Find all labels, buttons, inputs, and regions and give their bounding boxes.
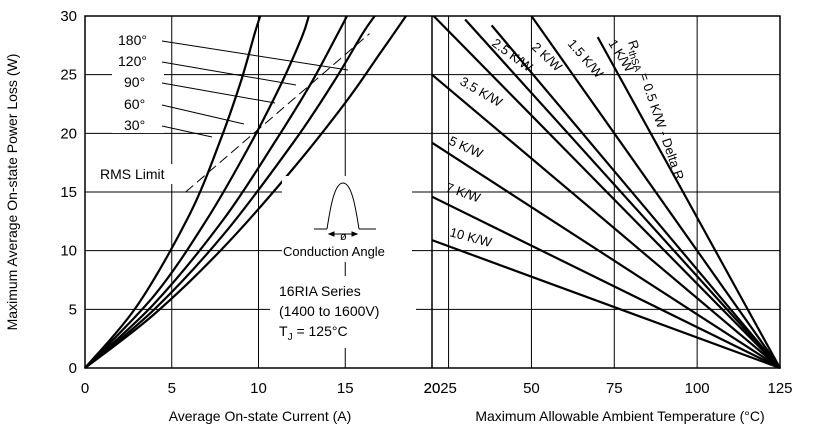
y-tick-30: 30 bbox=[60, 8, 77, 25]
x-tick-left-15: 15 bbox=[337, 380, 354, 397]
x-axis-label-right: Maximum Allowable Ambient Temperature (°… bbox=[475, 408, 764, 424]
angle-leader-lines bbox=[161, 40, 349, 138]
angle-label-bg-60 bbox=[112, 94, 164, 112]
thermal-line-2 bbox=[490, 24, 781, 369]
angle-label-bg-120 bbox=[112, 51, 164, 69]
y-tick-0: 0 bbox=[69, 360, 77, 377]
diagram-half-sine bbox=[326, 182, 360, 230]
y-tick-20: 20 bbox=[60, 125, 77, 142]
curve-60deg bbox=[84, 15, 310, 369]
phi-symbol: ø bbox=[340, 231, 347, 243]
x-tick-left-10: 10 bbox=[250, 380, 267, 397]
voltage-range-label: (1400 to 1600V) bbox=[279, 303, 379, 319]
rms-limit-dashed bbox=[185, 33, 370, 193]
x-tick-right-20: 20 bbox=[424, 380, 441, 397]
label-7kw: 7 K/W bbox=[444, 180, 483, 206]
leader-180 bbox=[161, 40, 349, 71]
leader-60 bbox=[161, 104, 245, 125]
rms-limit-line bbox=[185, 33, 370, 193]
angle-label-bg-90 bbox=[112, 72, 164, 90]
diagram-arrow-right bbox=[351, 231, 359, 237]
thermal-line-4 bbox=[432, 15, 781, 369]
y-tick-labels: 0 5 10 15 20 25 30 bbox=[60, 8, 77, 377]
y-tick-5: 5 bbox=[69, 301, 77, 318]
diagram-arrow-left bbox=[327, 231, 335, 237]
angle-label-60: 60° bbox=[124, 96, 145, 112]
label-3-5kw: 3.5 K/W bbox=[458, 74, 506, 110]
conduction-angle-diagram bbox=[314, 182, 376, 237]
x-tick-labels-right: 20 25 50 75 100 125 bbox=[424, 380, 793, 397]
thermal-line-7 bbox=[431, 195, 781, 369]
y-tick-10: 10 bbox=[60, 243, 77, 260]
thermal-line-6 bbox=[431, 141, 781, 369]
thermal-resistance-labels: RthSA = 0.5 K/W - Delta R 1 K/W 1.5 K/W … bbox=[444, 35, 687, 250]
right-series-lines bbox=[431, 15, 781, 370]
angle-label-120: 120° bbox=[118, 53, 147, 69]
x-tick-left-5: 5 bbox=[168, 380, 176, 397]
junction-temp-label: TJ = 125°C bbox=[279, 323, 348, 343]
curve-90deg bbox=[84, 15, 348, 369]
angle-label-180: 180° bbox=[118, 32, 147, 48]
x-tick-right-125: 125 bbox=[767, 380, 792, 397]
angle-label-30: 30° bbox=[124, 117, 145, 133]
leader-30 bbox=[161, 125, 213, 138]
y-tick-15: 15 bbox=[60, 184, 77, 201]
x-tick-left-0: 0 bbox=[81, 380, 89, 397]
rms-label-bg bbox=[96, 164, 188, 184]
angle-label-bg-180 bbox=[112, 30, 164, 48]
rms-limit-label: RMS Limit bbox=[100, 166, 165, 182]
leader-120 bbox=[161, 61, 297, 86]
y-tick-25: 25 bbox=[60, 67, 77, 84]
x-tick-right-75: 75 bbox=[606, 380, 623, 397]
angle-label-90: 90° bbox=[124, 74, 145, 90]
conduction-diagram-bg bbox=[282, 176, 412, 262]
x-tick-right-50: 50 bbox=[523, 380, 540, 397]
curve-120deg bbox=[84, 15, 376, 369]
thermal-line-1 bbox=[530, 15, 781, 369]
x-tick-right-100: 100 bbox=[685, 380, 710, 397]
label-10kw: 10 K/W bbox=[448, 224, 494, 250]
x-axis-label-left: Average On-state Current (A) bbox=[169, 408, 352, 424]
thermal-line-3 bbox=[464, 18, 781, 369]
left-series-lines bbox=[84, 15, 407, 369]
angle-label-bg-30 bbox=[112, 115, 164, 133]
series-name-label: 16RIA Series bbox=[279, 283, 361, 299]
thermal-line-0 bbox=[596, 36, 781, 369]
thermal-line-5 bbox=[431, 73, 781, 369]
curve-30deg bbox=[84, 15, 262, 369]
x-tick-left-20: 20 bbox=[424, 380, 441, 397]
y-axis-label: Maximum Average On-state Power Loss (W) bbox=[4, 54, 20, 331]
x-tick-labels-left: 0 5 10 15 20 bbox=[81, 380, 441, 397]
series-info-bg bbox=[270, 276, 416, 348]
thermal-line-8 bbox=[431, 239, 781, 370]
leader-90 bbox=[161, 82, 276, 104]
conduction-angle-label: Conduction Angle bbox=[283, 244, 385, 259]
x-tick-right-25: 25 bbox=[440, 380, 457, 397]
